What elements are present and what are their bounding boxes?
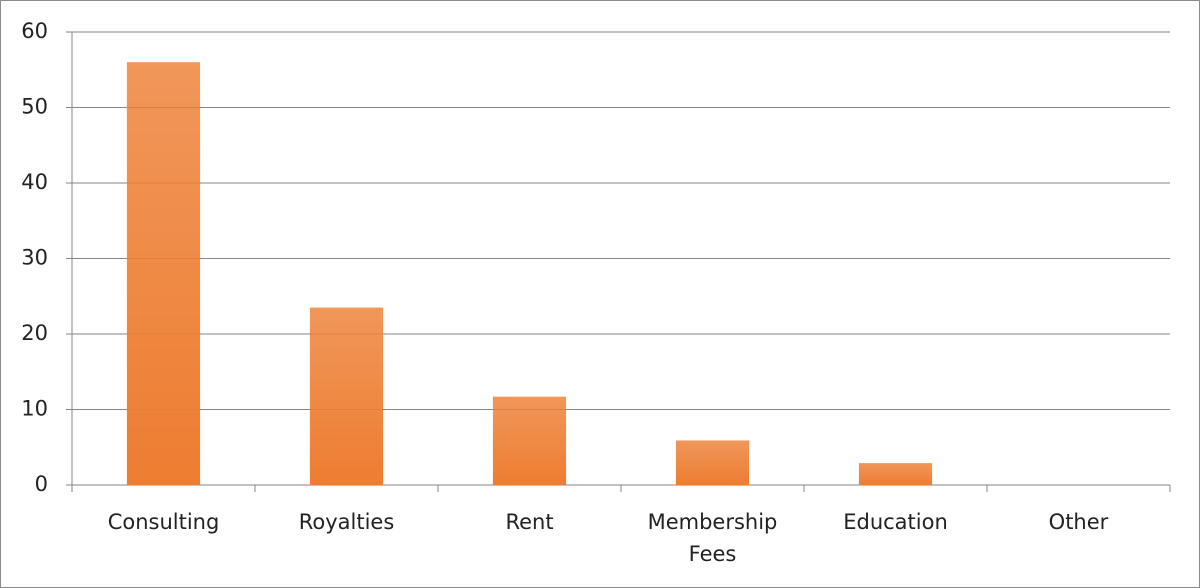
x-tick-label: Royalties bbox=[298, 510, 395, 534]
x-tick-label: Rent bbox=[505, 510, 554, 534]
bar bbox=[858, 463, 933, 485]
y-tick-label: 30 bbox=[21, 246, 48, 270]
x-tick-label: Membership Fees bbox=[647, 510, 778, 566]
bar bbox=[675, 440, 750, 485]
y-tick-label: 60 bbox=[21, 19, 48, 43]
y-tick-label: 20 bbox=[21, 321, 48, 345]
bar bbox=[126, 62, 201, 485]
x-tick-label: Education bbox=[843, 510, 948, 534]
x-tick-label: Consulting bbox=[107, 510, 220, 534]
bar bbox=[492, 396, 567, 485]
bar bbox=[309, 307, 384, 485]
y-tick-label: 0 bbox=[35, 472, 48, 496]
y-tick-label: 10 bbox=[21, 397, 48, 421]
y-tick-label: 50 bbox=[21, 95, 48, 119]
x-tick-label: Other bbox=[1048, 510, 1109, 534]
y-tick-label: 40 bbox=[21, 170, 48, 194]
